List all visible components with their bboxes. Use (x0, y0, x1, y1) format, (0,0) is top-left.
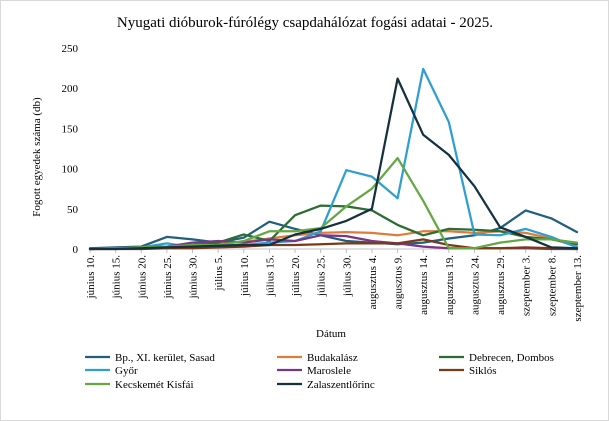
series-line-1 (88, 209, 579, 250)
x-tick-label: szeptember 13. (572, 255, 584, 322)
y-tick-label: 0 (73, 244, 79, 256)
x-tick-label: augusztus 4. (367, 255, 379, 310)
x-tick-label: július 30. (341, 255, 353, 297)
plot-area: 0 50 100 150 200 250 június 10. június 15. júniu… (62, 43, 585, 322)
x-tick-label: július 5. (213, 255, 225, 292)
x-tick-label: augusztus 29. (495, 255, 507, 315)
y-tick-label: 150 (62, 123, 79, 135)
legend-label: Maroslele (307, 365, 351, 377)
x-tick-label: június 10. (85, 255, 97, 300)
x-tick-label: augusztus 24. (469, 255, 481, 315)
legend-label: Siklós (469, 365, 497, 377)
x-tick-label: augusztus 19. (444, 255, 456, 315)
x-tick-label: szeptember 3. (521, 255, 533, 316)
y-tick-label: 250 (62, 43, 79, 55)
x-tick-label: július 15. (264, 255, 276, 297)
x-tick-label: június 20. (136, 255, 148, 300)
series-line-8 (88, 77, 579, 251)
y-tick-label: 200 (62, 83, 79, 95)
x-tick-label: augusztus 14. (418, 255, 430, 315)
x-tick-label: június 25. (162, 255, 174, 300)
legend-label: Kecskemét Kisfái (115, 379, 194, 391)
chart-title: Nyugati dióburok-fúrólégy csapdahálózat … (117, 15, 493, 31)
x-tick-label: július 20. (290, 255, 302, 297)
y-tick-label: 100 (62, 164, 79, 176)
legend: Bp., XI. kerület, Sasad Budakalász Debrece… (85, 352, 554, 391)
legend-label: Bp., XI. kerület, Sasad (115, 352, 215, 364)
legend-label: Győr (115, 365, 138, 377)
x-tick-label: június 30. (188, 255, 200, 300)
x-axis-title: Dátum (316, 328, 346, 340)
y-axis-title: Fogott egyedek száma (db) (31, 97, 43, 217)
x-tick-label: augusztus 9. (393, 255, 405, 310)
x-tick-label: július 25. (316, 255, 328, 297)
legend-label: Debrecen, Dombos (469, 352, 554, 364)
x-tick-label: szeptember 8. (546, 255, 558, 316)
x-tick-label: július 10. (239, 255, 251, 297)
legend-label: Budakalász (307, 352, 358, 364)
series-line-4 (88, 67, 579, 251)
legend-label: Zalaszentlőrinc (307, 379, 375, 391)
x-tick-label: június 15. (111, 255, 123, 300)
y-tick-label: 50 (67, 204, 79, 216)
